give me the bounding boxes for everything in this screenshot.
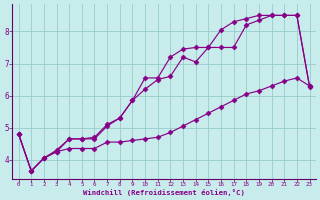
- X-axis label: Windchill (Refroidissement éolien,°C): Windchill (Refroidissement éolien,°C): [83, 189, 245, 196]
